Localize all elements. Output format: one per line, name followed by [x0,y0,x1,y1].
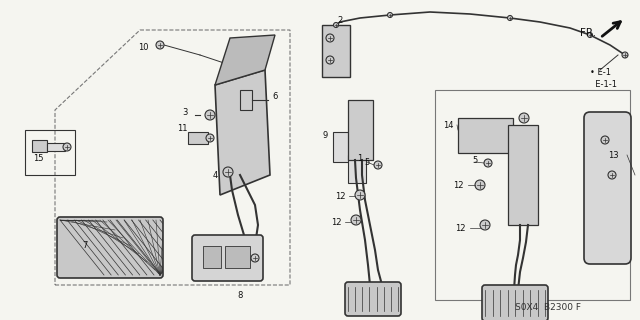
FancyBboxPatch shape [345,282,401,316]
Circle shape [588,33,593,37]
Circle shape [351,215,361,225]
Text: 12: 12 [452,180,463,189]
FancyBboxPatch shape [584,112,631,264]
FancyBboxPatch shape [192,235,263,281]
Circle shape [475,180,485,190]
Text: 7: 7 [83,241,88,250]
Text: 5: 5 [364,157,370,166]
Text: 2: 2 [337,15,342,25]
Bar [435,90,630,300]
Text: 10: 10 [138,43,148,52]
Text: FR.: FR. [580,28,596,38]
Bar [225,246,250,268]
Bar [322,25,350,77]
Bar [203,246,221,268]
Text: 1: 1 [357,154,363,163]
Text: S0X4  B2300 F: S0X4 B2300 F [515,303,581,313]
Bar [25,130,75,175]
Bar [508,125,538,225]
Text: 13: 13 [608,150,619,159]
Circle shape [205,110,215,120]
Circle shape [156,41,164,49]
Circle shape [206,134,214,142]
Text: 14: 14 [443,121,453,130]
Text: 8: 8 [237,291,243,300]
FancyBboxPatch shape [57,217,163,278]
Bar [348,100,373,160]
Bar [333,132,355,162]
Circle shape [519,113,529,123]
Polygon shape [215,70,270,195]
Circle shape [622,52,628,58]
Text: 12: 12 [331,218,341,227]
Circle shape [484,159,492,167]
Circle shape [251,254,259,262]
Text: • E-1: • E-1 [590,68,611,76]
Text: 3: 3 [182,108,188,116]
Bar [32,140,47,152]
Text: E-1-1: E-1-1 [590,79,617,89]
Circle shape [355,190,365,200]
Circle shape [480,220,490,230]
Bar [188,132,208,144]
FancyBboxPatch shape [482,285,548,320]
Circle shape [326,34,334,42]
Text: 11: 11 [177,124,188,132]
Text: 12: 12 [455,223,465,233]
Bar [458,118,513,153]
Circle shape [223,167,233,177]
Circle shape [326,56,334,64]
Text: 15: 15 [33,154,44,163]
Bar [240,90,252,110]
Circle shape [508,15,513,20]
Text: 4: 4 [212,171,218,180]
Text: 5: 5 [472,156,477,164]
Circle shape [601,136,609,144]
Circle shape [387,12,392,18]
Polygon shape [215,35,275,85]
Text: 6: 6 [272,92,278,100]
Bar [348,155,366,183]
Text: 9: 9 [323,131,328,140]
Circle shape [374,161,382,169]
Circle shape [608,171,616,179]
Bar [47,143,65,151]
Circle shape [333,22,339,28]
Text: 12: 12 [335,191,345,201]
Circle shape [63,143,71,151]
